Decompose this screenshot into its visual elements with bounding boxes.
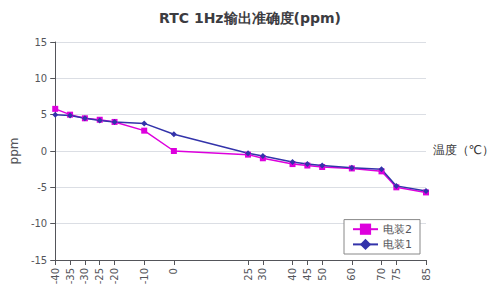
svg-text:85: 85 xyxy=(421,268,432,281)
svg-text:-10: -10 xyxy=(139,268,150,284)
svg-text:电装2: 电装2 xyxy=(383,223,412,236)
svg-text:15: 15 xyxy=(34,37,47,48)
svg-text:45: 45 xyxy=(302,268,313,281)
svg-text:-5: -5 xyxy=(37,182,47,193)
svg-text:-35: -35 xyxy=(65,268,76,284)
svg-text:-15: -15 xyxy=(31,255,47,266)
svg-text:70: 70 xyxy=(376,268,387,281)
svg-text:0: 0 xyxy=(41,146,47,157)
svg-text:-40: -40 xyxy=(50,268,61,284)
svg-text:25: 25 xyxy=(243,268,254,281)
svg-text:30: 30 xyxy=(257,268,268,281)
svg-text:40: 40 xyxy=(287,268,298,281)
svg-text:温度（℃）: 温度（℃） xyxy=(433,143,494,157)
svg-text:60: 60 xyxy=(346,268,357,281)
svg-text:-10: -10 xyxy=(31,218,47,229)
svg-text:RTC 1Hz输出准确度(ppm): RTC 1Hz输出准确度(ppm) xyxy=(159,10,341,26)
svg-text:75: 75 xyxy=(391,268,402,281)
svg-text:-30: -30 xyxy=(79,268,90,284)
svg-text:电装1: 电装1 xyxy=(383,238,412,251)
svg-text:-25: -25 xyxy=(94,268,105,284)
svg-text:10: 10 xyxy=(34,73,47,84)
svg-text:50: 50 xyxy=(317,268,328,281)
svg-text:ppm: ppm xyxy=(7,138,21,165)
svg-text:-20: -20 xyxy=(109,268,120,284)
svg-text:0: 0 xyxy=(168,268,179,274)
svg-text:5: 5 xyxy=(41,109,47,120)
